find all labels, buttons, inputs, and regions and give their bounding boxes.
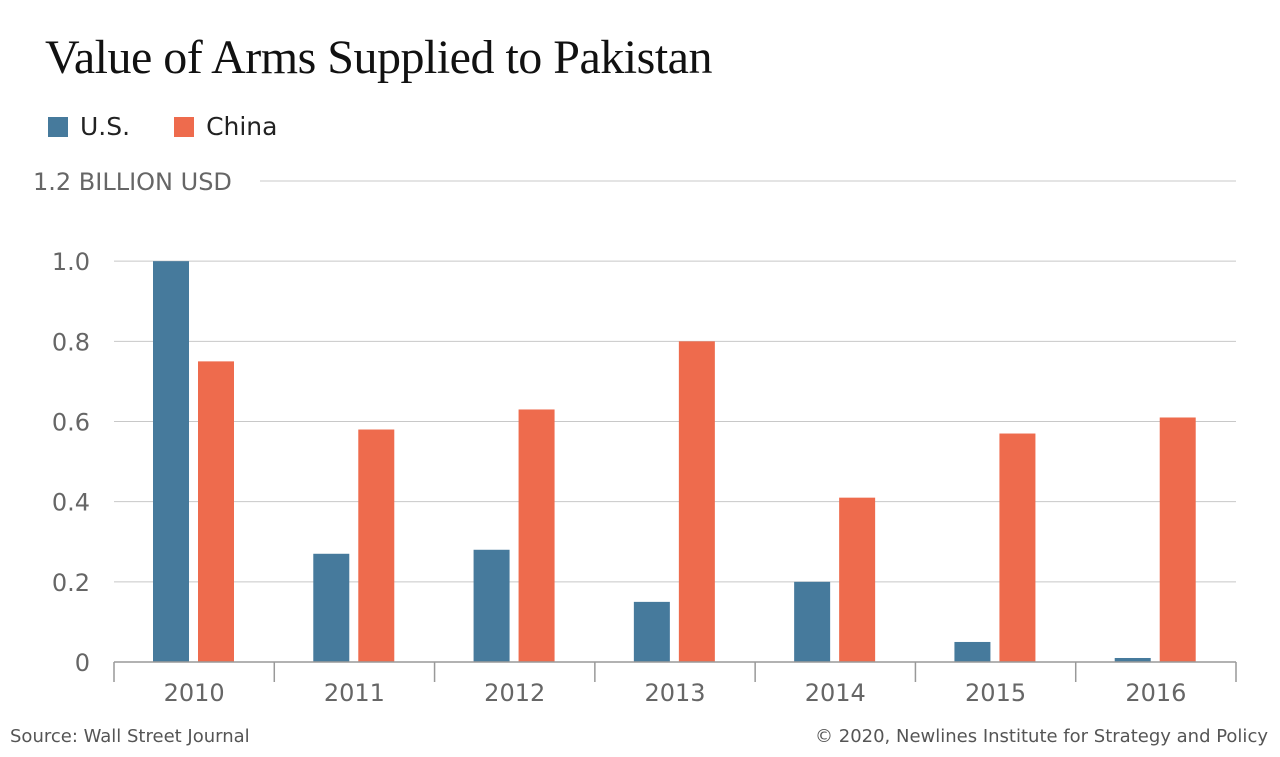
bar-china-2012 <box>518 409 555 662</box>
bar-china-2011 <box>358 429 395 662</box>
bar-china-2014 <box>839 497 876 662</box>
bar-china-2015 <box>999 433 1036 662</box>
bar-us-2010 <box>153 261 189 662</box>
bar-us-2012 <box>473 549 510 662</box>
x-tick-label: 2013 <box>644 679 705 707</box>
bar-china-2013 <box>678 341 715 662</box>
bar-us-2014 <box>794 581 831 662</box>
legend-item-china: China <box>174 112 277 141</box>
bar-us-2013 <box>633 601 670 662</box>
x-tick-label: 2016 <box>1125 679 1186 707</box>
chart-title: Value of Arms Supplied to Pakistan <box>45 31 712 84</box>
y-tick-label: 0.4 <box>52 489 90 517</box>
legend-swatch-us <box>48 116 68 137</box>
y-tick-label: 0.6 <box>52 409 90 437</box>
legend-label-us: U.S. <box>80 112 131 141</box>
bar-us-2011 <box>313 553 350 662</box>
legend-label-china: China <box>206 112 278 141</box>
y-tick-label: 0.2 <box>52 569 90 597</box>
bar-china-2016 <box>1159 417 1196 662</box>
bar-us-2016 <box>1114 657 1151 662</box>
legend: U.S. China <box>48 112 321 141</box>
source-note: Source: Wall Street Journal <box>10 726 250 747</box>
y-tick-label: 0 <box>75 649 90 677</box>
x-tick-label: 2014 <box>805 679 866 707</box>
y-tick-label: 0.8 <box>52 328 90 356</box>
x-tick-label: 2012 <box>484 679 545 707</box>
legend-item-us: U.S. <box>48 112 130 141</box>
x-tick-label: 2015 <box>965 679 1026 707</box>
legend-swatch-china <box>174 116 195 137</box>
bar-china-2010 <box>198 361 234 662</box>
x-tick-label: 2011 <box>324 679 385 707</box>
copyright-note: © 2020, Newlines Institute for Strategy … <box>815 726 1268 747</box>
y-tick-label: 1.2 BILLION USD <box>33 168 232 196</box>
bar-us-2015 <box>954 641 991 662</box>
y-tick-label: 1.0 <box>52 248 90 276</box>
x-tick-label: 2010 <box>164 679 225 707</box>
